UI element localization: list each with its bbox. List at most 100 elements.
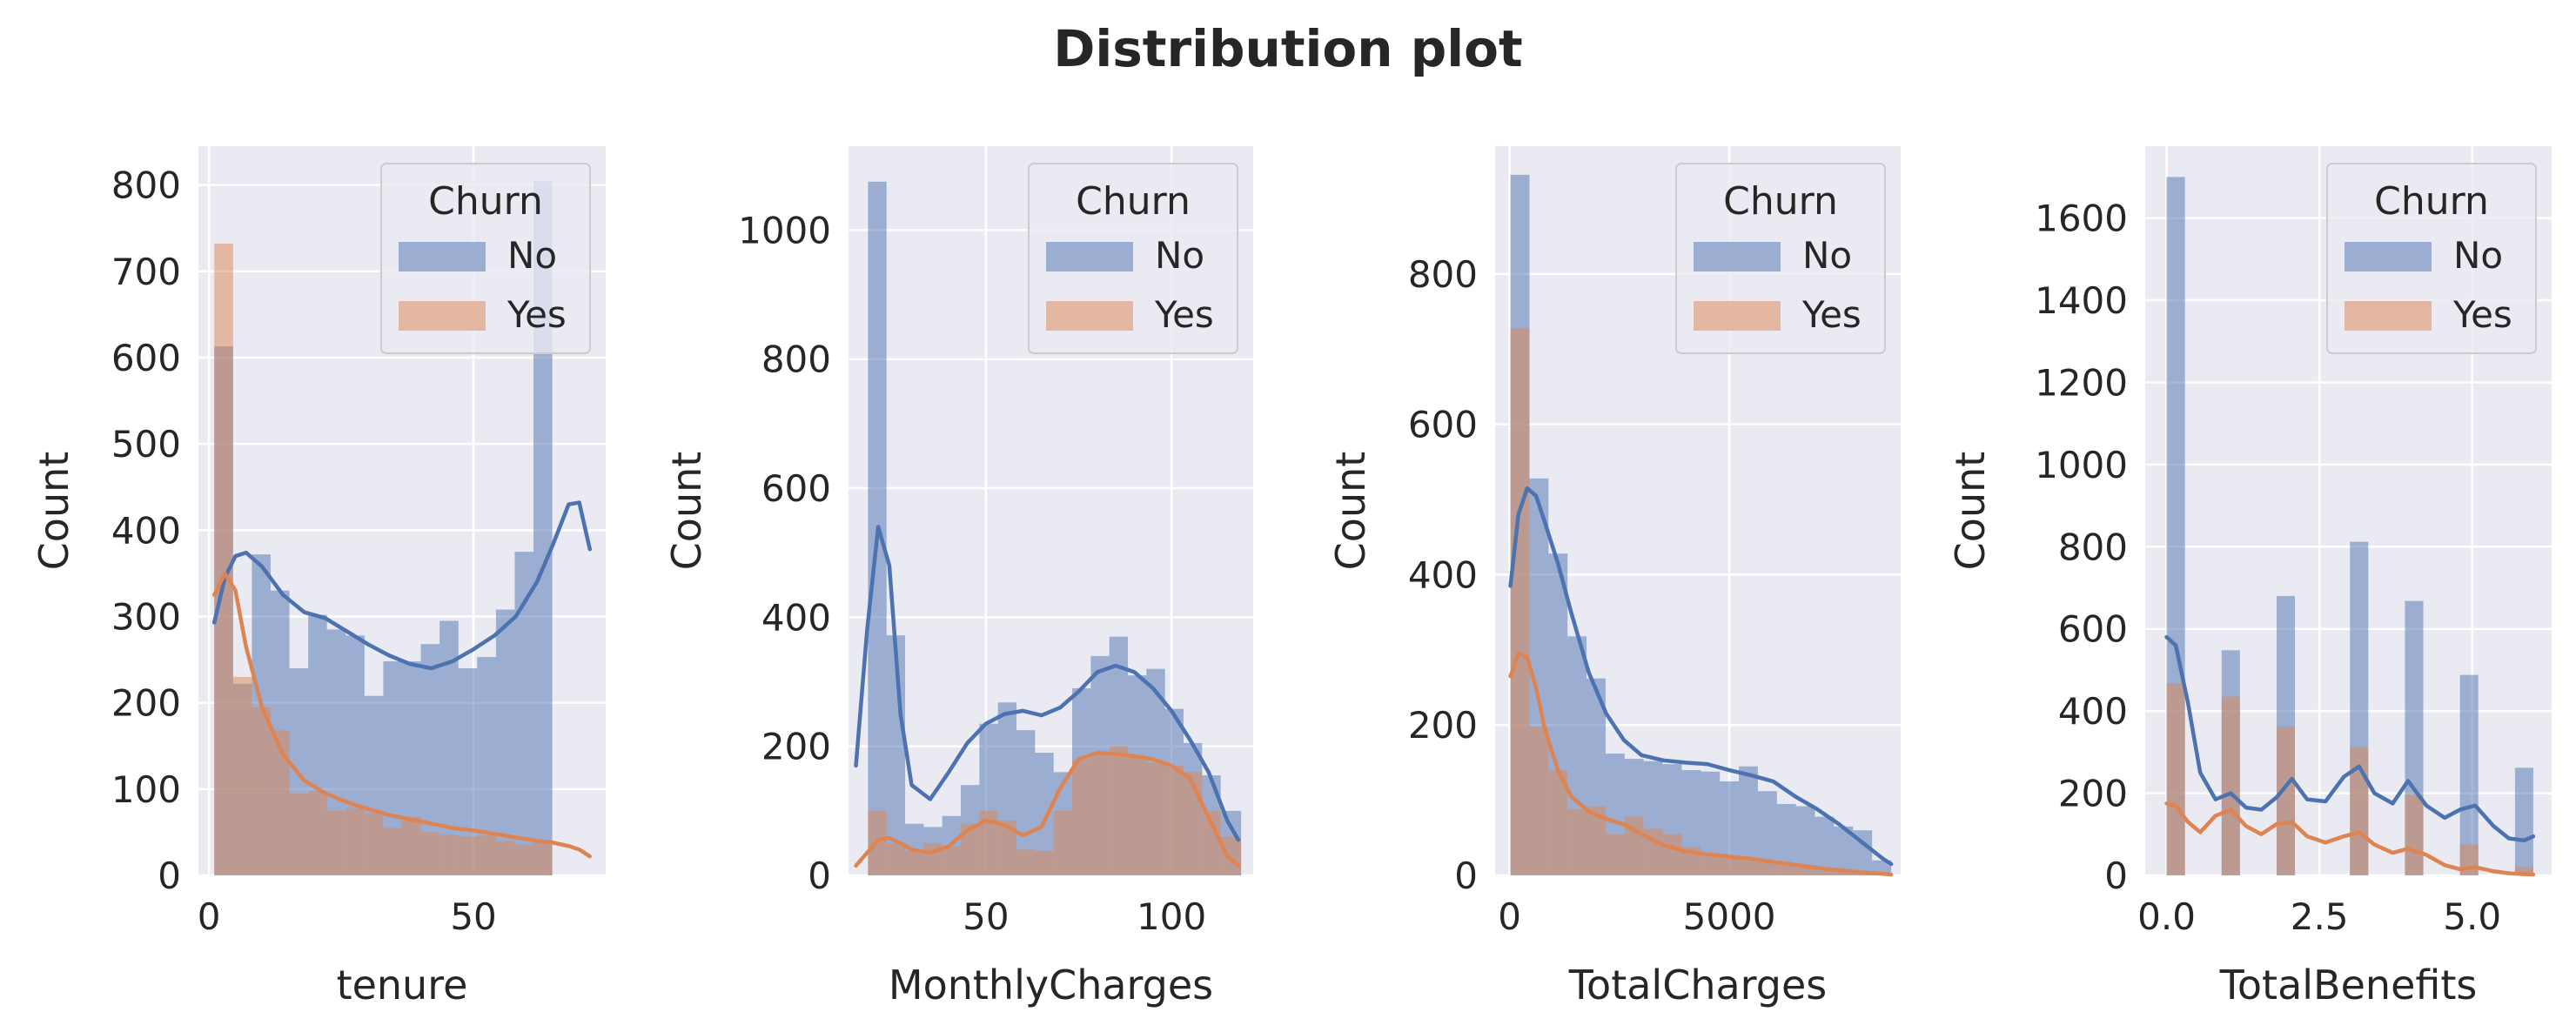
legend-label-yes: Yes — [1154, 293, 1214, 336]
y-tick-label: 600 — [761, 467, 831, 510]
x-tick-label: 0 — [1498, 895, 1521, 938]
x-axis-label: TotalBenefits — [2219, 962, 2478, 1009]
bar-no — [1815, 816, 1835, 875]
y-tick-label: 200 — [111, 682, 181, 725]
bar-yes — [979, 810, 998, 875]
y-tick-label: 100 — [111, 768, 181, 811]
bar-no — [1035, 753, 1054, 875]
legend-title: Churn — [1076, 179, 1191, 224]
kde-line-yes — [2164, 801, 2536, 877]
bar-yes — [2514, 867, 2533, 875]
y-tick-label: 200 — [761, 726, 831, 768]
kde-line-yes — [854, 750, 1241, 868]
x-tick-label: 5.0 — [2443, 895, 2501, 938]
bar-yes — [1605, 834, 1625, 875]
bar-yes — [1795, 868, 1815, 875]
legend-label-yes: Yes — [1801, 293, 1862, 336]
x-tick-label: 5000 — [1683, 895, 1776, 938]
x-tick-label: 50 — [963, 895, 1009, 938]
legend: Churn No Yes — [380, 163, 591, 354]
bar-yes — [1220, 836, 1242, 875]
bar-yes — [1720, 855, 1740, 875]
bar-no — [477, 657, 496, 875]
bar-yes — [1834, 872, 1854, 875]
y-axis-label: Count — [1327, 452, 1374, 571]
bar-no — [1834, 826, 1854, 875]
legend-title: Churn — [2374, 179, 2489, 224]
y-tick-label: 0 — [808, 854, 831, 897]
bar-yes — [1529, 726, 1549, 875]
x-tick-label: 2.5 — [2291, 895, 2349, 938]
y-tick-label: 800 — [111, 164, 181, 207]
bar-yes — [1510, 328, 1530, 875]
y-tick-label: 1200 — [2035, 361, 2128, 404]
bar-yes — [326, 810, 346, 875]
legend: Churn No Yes — [1675, 163, 1886, 354]
y-tick-label: 1000 — [738, 209, 831, 251]
bar-no — [1739, 766, 1758, 875]
bar-yes — [1815, 870, 1835, 875]
bar-yes — [402, 816, 421, 875]
y-tick-label: 700 — [111, 251, 181, 293]
y-tick-label: 800 — [2058, 526, 2128, 568]
bar-yes — [1016, 849, 1036, 875]
y-tick-label: 500 — [111, 423, 181, 466]
chart-title: Distribution plot — [1053, 19, 1523, 78]
bar-yes — [289, 793, 309, 875]
bar-yes — [458, 836, 478, 875]
bar-yes — [252, 707, 271, 875]
legend-swatch-yes — [399, 301, 486, 331]
legend-swatch-no — [2345, 242, 2432, 271]
bar-yes — [1072, 759, 1091, 875]
bar-yes — [383, 828, 402, 875]
y-tick-label: 400 — [761, 596, 831, 639]
bar-yes — [2276, 727, 2296, 875]
bar-yes — [1053, 810, 1073, 875]
bar-yes — [533, 842, 553, 875]
y-axis-label: Count — [30, 452, 77, 571]
bar-yes — [1739, 858, 1758, 875]
bar-yes — [997, 820, 1017, 875]
legend-label-yes: Yes — [506, 293, 567, 336]
y-tick-label: 400 — [111, 509, 181, 552]
bar-no — [383, 661, 402, 875]
bar-yes — [886, 842, 906, 875]
bar-no — [495, 609, 515, 875]
bar-yes — [1567, 808, 1587, 875]
bar-no — [1776, 803, 1796, 875]
legend-swatch-yes — [2345, 301, 2432, 331]
bar-yes — [1164, 765, 1184, 875]
bar-yes — [232, 676, 252, 875]
y-tick-label: 400 — [1408, 553, 1478, 596]
subplot-totalcharges: 0 200 400 600 800 0 5000 TotalCharges Count Churn… — [1327, 146, 1901, 1009]
x-tick-label: 100 — [1137, 895, 1206, 938]
legend-label-no: No — [2453, 234, 2503, 277]
y-tick-label: 800 — [1408, 253, 1478, 296]
bar-yes — [1202, 810, 1221, 875]
x-axis-label: TotalCharges — [1568, 962, 1827, 1009]
bar-no — [1795, 806, 1815, 875]
bar-yes — [2350, 747, 2369, 875]
bar-yes — [905, 850, 924, 875]
bar-no — [1757, 791, 1777, 875]
subplot-totalbenefits: 0 200 400 600 800 1000 1200 1400 1600 0.0 2.5 5.0 To… — [1947, 146, 2552, 1009]
bar-yes — [514, 845, 534, 875]
bar-yes — [477, 835, 496, 875]
y-tick-label: 800 — [761, 338, 831, 381]
bar-yes — [961, 823, 980, 875]
subplot-tenure: 0 100 200 300 400 500 600 700 800 0 50 tenure Count C… — [30, 146, 606, 1009]
bar-yes — [439, 834, 459, 875]
bar-yes — [1587, 806, 1606, 875]
subplot-monthlycharges: 0 200 400 600 800 1000 50 100 MonthlyCharges Coun… — [663, 146, 1253, 1009]
y-tick-label: 1000 — [2035, 444, 2128, 486]
legend-label-no: No — [1155, 234, 1204, 277]
legend: Churn No Yes — [2326, 163, 2537, 354]
y-tick-label: 600 — [2058, 608, 2128, 651]
x-tick-label: 0 — [198, 895, 221, 938]
bar-yes — [345, 808, 365, 875]
bar-no — [420, 644, 440, 875]
kde-line-yes — [1508, 651, 1894, 877]
bar-yes — [1853, 874, 1873, 875]
bar-yes — [1776, 864, 1796, 875]
